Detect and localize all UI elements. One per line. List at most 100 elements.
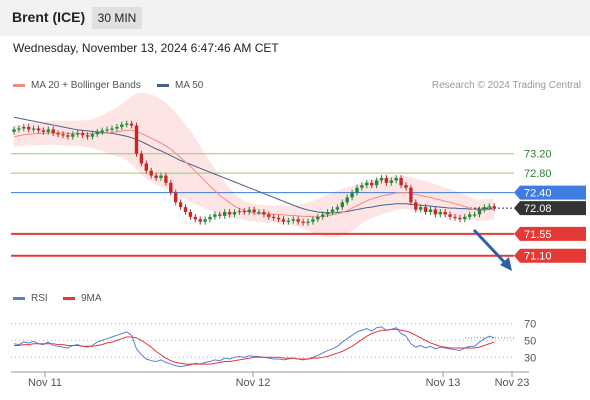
candle: [443, 209, 447, 218]
candle-body: [164, 175, 168, 183]
candle-body: [370, 182, 374, 186]
candle-body: [286, 220, 291, 222]
candle-body: [115, 127, 119, 129]
candle: [453, 213, 457, 221]
ma50-swatch: [157, 84, 169, 87]
candle-body: [433, 209, 438, 215]
candle: [487, 203, 491, 211]
candle: [374, 177, 379, 189]
candle: [399, 175, 403, 189]
candle: [306, 218, 310, 226]
candle: [36, 125, 41, 134]
candle: [272, 213, 276, 221]
candle: [31, 125, 36, 133]
level-tag-3: [514, 201, 586, 216]
candle-body: [316, 216, 320, 220]
candle: [355, 184, 359, 196]
candle-body: [448, 214, 452, 217]
candle: [316, 213, 320, 223]
candle: [223, 209, 227, 219]
candle-body: [468, 214, 472, 217]
candle-body: [188, 212, 193, 217]
candle: [46, 126, 50, 135]
candle: [291, 216, 295, 224]
rsi-label: RSI: [31, 293, 48, 304]
candle-body: [134, 125, 139, 154]
candle: [419, 204, 423, 213]
candle: [379, 175, 384, 184]
rsi-tick-0: 70: [524, 318, 536, 330]
candle: [340, 199, 344, 211]
rsi-tick-2: 30: [524, 352, 536, 364]
candle-body: [139, 153, 144, 164]
candle: [61, 131, 65, 139]
candle-body: [272, 216, 276, 219]
candle-body: [389, 180, 393, 183]
rsi-ma-line: [14, 328, 495, 365]
candle: [262, 209, 266, 218]
legend-ma20: MA 20 + Bollinger Bands: [13, 80, 141, 91]
candle: [110, 125, 114, 133]
candle-body: [311, 219, 315, 222]
candle-body: [482, 207, 487, 210]
candle: [120, 121, 124, 130]
candle: [227, 209, 232, 218]
candle: [134, 122, 139, 157]
candle: [482, 204, 487, 213]
candle: [105, 126, 109, 134]
candle: [311, 216, 315, 225]
candle-body: [404, 185, 408, 188]
candle: [350, 189, 354, 201]
candle: [414, 199, 418, 213]
x-tick-1: Nov 12: [236, 377, 271, 389]
candle: [213, 211, 217, 220]
candle: [183, 204, 188, 215]
candle-body: [95, 131, 99, 135]
candle: [66, 132, 70, 140]
bollinger-band: [14, 92, 495, 238]
candle: [463, 213, 467, 223]
candle-body: [169, 182, 173, 193]
candle: [448, 211, 452, 220]
candle-body: [453, 216, 457, 219]
candle: [330, 206, 335, 215]
candle: [169, 179, 173, 196]
candle-body: [203, 219, 207, 222]
legend-rsi: RSI: [13, 293, 48, 304]
candle-body: [22, 127, 26, 129]
candle: [178, 199, 183, 211]
candle-body: [198, 219, 202, 222]
candle-body: [183, 207, 188, 212]
candle-body: [360, 185, 364, 188]
candle-body: [301, 221, 305, 223]
timeframe-button[interactable]: 30 MIN: [92, 7, 142, 29]
candle-body: [242, 211, 246, 213]
candle-body: [306, 221, 310, 223]
candle: [257, 209, 261, 215]
candle-body: [374, 180, 379, 186]
candle: [125, 120, 129, 128]
candle-body: [12, 129, 16, 132]
candle: [188, 209, 193, 220]
level-tag-5: [514, 248, 586, 263]
level-tag-2: [514, 185, 586, 200]
candle: [90, 131, 95, 140]
candle: [198, 216, 202, 225]
candle-body: [193, 216, 197, 220]
candle-body: [463, 216, 467, 220]
candle-body: [291, 219, 295, 221]
candle-body: [409, 187, 413, 203]
candle-body: [458, 217, 462, 220]
candle: [174, 189, 178, 206]
candle: [321, 211, 325, 220]
candle: [95, 128, 99, 138]
rsi-line: [13, 326, 495, 368]
candle-body: [384, 178, 389, 183]
candle: [203, 216, 207, 225]
candle: [276, 214, 281, 223]
candle: [325, 209, 330, 218]
candle: [154, 172, 158, 181]
candle: [237, 208, 242, 215]
candle: [301, 218, 305, 226]
candle: [252, 206, 256, 215]
